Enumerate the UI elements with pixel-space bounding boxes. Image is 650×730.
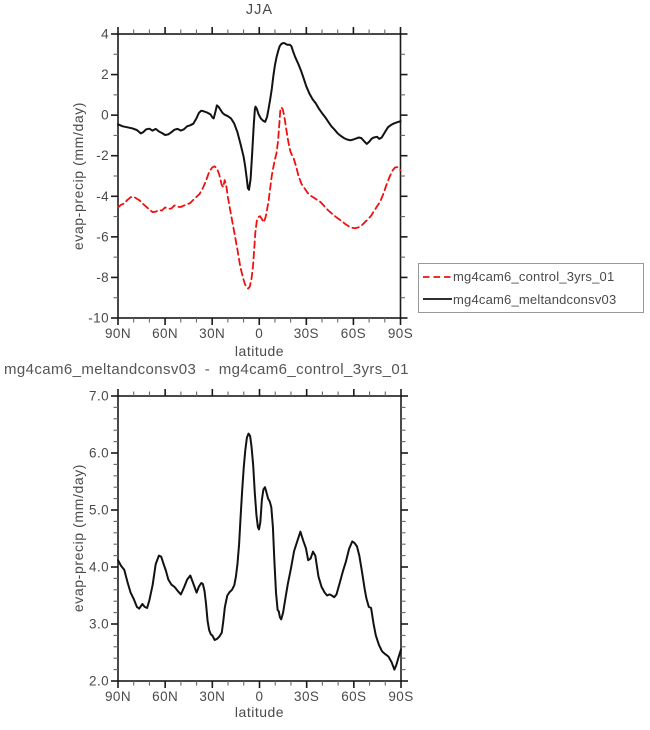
bottom-chart-y-axis-label: evap-precip (mm/day) xyxy=(70,463,86,613)
top-chart-x-axis-label: latitude xyxy=(234,343,285,359)
legend-entry-control: mg4cam6_control_3yrs_01 xyxy=(422,267,643,287)
top-x-tick-label: 60S xyxy=(341,326,366,341)
bottom-curve-difference xyxy=(117,432,402,671)
top-y-tick-label: -2 xyxy=(96,148,109,163)
top-curve-mg4cam6_control_3yrs_01 xyxy=(117,106,402,290)
top-y-tick-label: -8 xyxy=(96,270,109,285)
bottom-x-tick-label: 0 xyxy=(256,689,264,704)
bottom-x-tick-label: 90S xyxy=(388,689,413,704)
top-chart-title: JJA xyxy=(245,2,274,18)
top-y-tick-label: 2 xyxy=(101,67,109,82)
top-x-tick-label: 60N xyxy=(152,326,178,341)
top-x-tick-label: 30N xyxy=(199,326,225,341)
legend-black-solid-line-sample xyxy=(423,298,452,301)
top-y-tick-label: -10 xyxy=(88,311,109,326)
bottom-chart: 90N 60N 30N 0 30S 60S 90S 7.0 6.0 5.0 4.0 3.0 2.0 xyxy=(89,389,413,705)
top-y-tick-label: 0 xyxy=(101,108,109,123)
bottom-x-tick-label: 30N xyxy=(199,689,225,704)
top-plot-frame xyxy=(117,33,402,319)
bottom-y-tick-label: 3.0 xyxy=(89,617,109,632)
bottom-chart-title: mg4cam6_meltandconsv03 - mg4cam6_control… xyxy=(4,361,409,378)
bottom-x-tick-label: 60N xyxy=(152,689,178,704)
top-y-tick-label: -6 xyxy=(96,229,109,244)
bottom-chart-x-axis-label: latitude xyxy=(234,704,285,720)
bottom-x-tick-label: 90N xyxy=(105,689,131,704)
top-x-tick-label: 90S xyxy=(388,326,413,341)
legend: mg4cam6_control_3yrs_01 mg4cam6_meltandc… xyxy=(418,263,644,313)
bottom-y-tick-label: 6.0 xyxy=(89,446,109,461)
top-x-tick-label: 30S xyxy=(294,326,319,341)
top-y-tick-label: -4 xyxy=(96,189,109,204)
top-y-tick-label: 4 xyxy=(101,27,109,42)
top-x-tick-label: 0 xyxy=(255,326,263,341)
legend-label-meltandconsv: mg4cam6_meltandconsv03 xyxy=(453,291,617,307)
bottom-y-tick-label: 2.0 xyxy=(89,674,109,689)
top-x-tick-label: 90N xyxy=(105,326,131,341)
legend-label-control: mg4cam6_control_3yrs_01 xyxy=(453,269,615,285)
bottom-y-tick-label: 4.0 xyxy=(89,560,109,575)
top-chart-y-axis-label: evap-precip (mm/day) xyxy=(70,101,86,251)
top-curve-mg4cam6_meltandconsv03 xyxy=(117,42,402,191)
bottom-x-tick-label: 60S xyxy=(341,689,366,704)
bottom-plot-frame xyxy=(117,395,402,682)
bottom-y-tick-label: 7.0 xyxy=(89,389,109,404)
legend-red-dashed-line-sample xyxy=(423,275,452,278)
bottom-y-tick-label: 5.0 xyxy=(89,503,109,518)
legend-entry-meltandconsv: mg4cam6_meltandconsv03 xyxy=(422,289,643,309)
bottom-x-tick-label: 30S xyxy=(294,689,319,704)
top-chart: 90N 60N 30N 0 30S 60S 90S 4 2 0 -2 -4 -6 -8 -10 xyxy=(88,27,413,342)
